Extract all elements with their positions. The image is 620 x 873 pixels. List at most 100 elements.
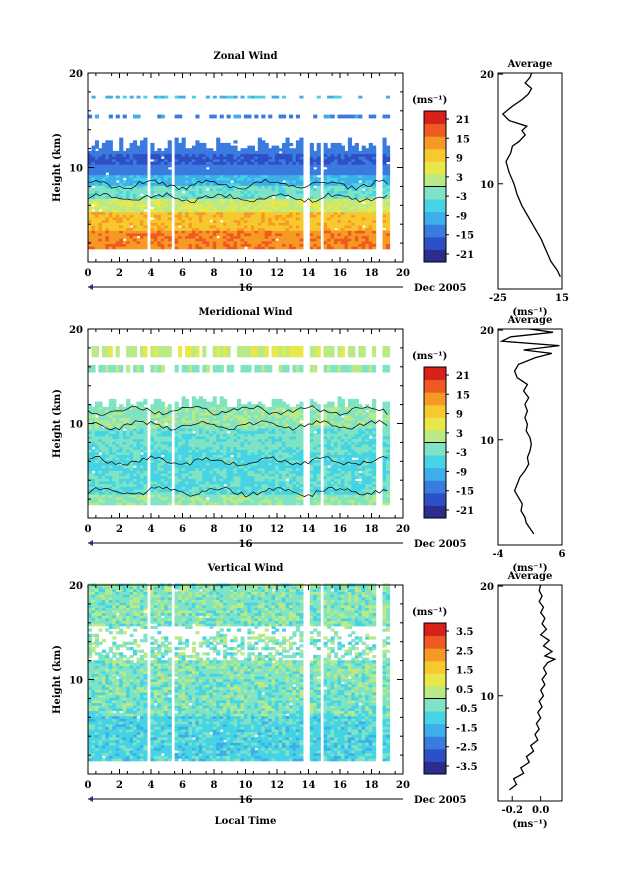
heatmap-cell: [313, 182, 318, 186]
heatmap-cell: [358, 232, 363, 237]
heatmap-cell: [143, 182, 148, 186]
heatmap-cell: [330, 246, 335, 250]
heatmap-cell: [143, 145, 148, 149]
heatmap-cell: [358, 114, 363, 119]
heatmap-cell: [261, 172, 266, 176]
heatmap-cell: [212, 177, 217, 181]
heatmap-cell: [347, 206, 352, 210]
heatmap-cell: [101, 478, 106, 482]
heatmap-cell: [372, 177, 377, 181]
heatmap-cell: [98, 496, 103, 500]
heatmap-cell: [181, 153, 186, 157]
heatmap-cell: [129, 494, 134, 498]
heatmap-cell: [150, 240, 155, 244]
heatmap-cell: [372, 201, 377, 205]
heatmap-cell: [347, 238, 352, 242]
heatmap-cell: [347, 246, 352, 250]
heatmap-cell: [344, 211, 349, 215]
heatmap-cell: [268, 166, 273, 170]
heatmap-cell: [202, 238, 207, 242]
heatmap-cell: [233, 158, 238, 162]
heatmap-cell: [98, 185, 103, 189]
heatmap-cell: [88, 177, 93, 181]
heatmap-cell: [119, 364, 124, 373]
heatmap-cell: [285, 148, 290, 152]
heatmap-cell: [202, 190, 207, 194]
heatmap-cell: [126, 433, 131, 437]
heatmap-cell: [101, 150, 106, 155]
heatmap-cell: [94, 193, 99, 197]
heatmap-cell: [88, 246, 93, 250]
heatmap-cell: [230, 201, 235, 205]
heatmap-cell: [136, 180, 141, 184]
heatmap-cell: [323, 114, 328, 119]
heatmap-cell: [164, 166, 169, 170]
heatmap-cell: [191, 150, 196, 155]
heatmap-cell: [275, 201, 280, 205]
heatmap-cell: [126, 195, 131, 199]
heatmap-cell: [243, 180, 248, 184]
heatmap-cell: [91, 164, 96, 168]
heatmap-cell: [122, 465, 127, 469]
heatmap-cell: [105, 190, 110, 194]
heatmap-cell: [257, 95, 262, 99]
heatmap-cell: [261, 211, 266, 215]
heatmap-cell: [337, 198, 342, 202]
heatmap-cell: [289, 225, 294, 229]
heatmap-cell: [226, 433, 231, 437]
heatmap-cell: [157, 232, 162, 237]
heatmap-cell: [205, 219, 210, 223]
heatmap-cell: [188, 203, 193, 207]
heatmap-cell: [223, 235, 228, 239]
heatmap-cell: [282, 238, 287, 242]
heatmap-cell: [309, 153, 314, 157]
heatmap-cell: [126, 465, 131, 469]
heatmap-cell: [136, 174, 141, 178]
heatmap-cell: [309, 222, 314, 226]
heatmap-cell: [178, 230, 183, 234]
heatmap-cell: [230, 198, 235, 202]
heatmap-cell: [185, 164, 190, 168]
heatmap-cell: [330, 153, 335, 157]
heatmap-cell: [136, 211, 141, 215]
heatmap-cell: [129, 414, 134, 418]
heatmap-cell: [115, 198, 120, 202]
heatmap-cell: [126, 169, 131, 173]
heatmap-cell: [164, 95, 169, 99]
heatmap-cell: [271, 164, 276, 168]
heatmap-cell: [101, 473, 106, 477]
heatmap-cell: [195, 243, 200, 247]
heatmap-cell: [340, 193, 345, 197]
heatmap-cell: [351, 195, 356, 199]
heatmap-cell: [257, 195, 262, 199]
heatmap-cell: [88, 209, 93, 213]
heatmap-cell: [108, 230, 113, 234]
heatmap-cell: [386, 240, 391, 244]
heatmap-cell: [101, 172, 106, 176]
heatmap-cell: [91, 406, 96, 411]
heatmap-cell: [334, 177, 339, 181]
heatmap-cell: [347, 217, 352, 221]
heatmap-cell: [257, 142, 262, 147]
heatmap-cell: [257, 180, 262, 184]
heatmap-cell: [275, 172, 280, 176]
heatmap-cell: [178, 158, 183, 162]
heatmap-cell: [309, 214, 314, 218]
heatmap-cell: [188, 214, 193, 218]
heatmap-cell: [105, 454, 110, 458]
heatmap-cell: [188, 227, 193, 231]
heatmap-cell: [372, 150, 377, 155]
heatmap-cell: [226, 153, 231, 157]
heatmap-cell: [108, 246, 113, 250]
heatmap-cell: [153, 182, 158, 186]
heatmap-cell: [299, 95, 304, 99]
heatmap-cell: [101, 364, 106, 373]
heatmap-cell: [191, 161, 196, 165]
heatmap-cell: [264, 230, 269, 234]
heatmap-cell: [340, 150, 345, 155]
heatmap-cell: [115, 164, 120, 168]
heatmap-cell: [282, 114, 287, 119]
heatmap-cell: [167, 243, 172, 247]
heatmap-cell: [98, 470, 103, 474]
heatmap-cell: [334, 198, 339, 202]
